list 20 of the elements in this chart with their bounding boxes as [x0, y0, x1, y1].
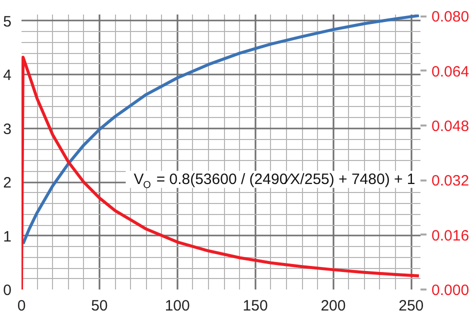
- y-tick-label: 3: [3, 120, 12, 138]
- y-tick-label: 5: [3, 13, 12, 30]
- line-series: [22, 56, 420, 290]
- y2-tick-label: 0.064: [432, 63, 470, 80]
- x-tick-label: 250: [398, 298, 424, 313]
- y2-tick-label: 0.016: [432, 227, 470, 244]
- x-tick-label: 50: [91, 298, 108, 313]
- y-tick-label: 1: [3, 228, 12, 246]
- y2-tick-label: 0.032: [432, 172, 470, 190]
- y2-tick-label: 0.048: [432, 118, 470, 136]
- line-series: [22, 14, 420, 246]
- y2-tick-label: 0.000: [432, 282, 470, 299]
- x-tick-label: 100: [164, 298, 190, 313]
- y-tick-label: 0: [3, 282, 12, 299]
- y-tick-label: 2: [3, 174, 12, 192]
- x-tick-label: 150: [242, 298, 268, 313]
- y-tick-label: 4: [3, 67, 12, 84]
- x-tick-label: 200: [320, 298, 346, 313]
- y2-tick-label: 0.080: [432, 8, 470, 26]
- x-tick-label: 0: [17, 298, 26, 313]
